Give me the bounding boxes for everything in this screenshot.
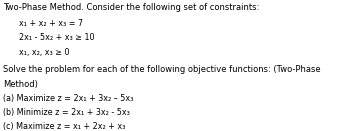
Text: Solve the problem for each of the following objective functions: (Two-Phase: Solve the problem for each of the follow… [3, 66, 321, 75]
Text: 2x₁ - 5x₂ + x₃ ≥ 10: 2x₁ - 5x₂ + x₃ ≥ 10 [19, 33, 95, 42]
Text: x₁ + x₂ + x₃ = 7: x₁ + x₂ + x₃ = 7 [19, 19, 83, 28]
Text: x₁, x₂, x₃ ≥ 0: x₁, x₂, x₃ ≥ 0 [19, 48, 70, 57]
Text: Two-Phase Method. Consider the following set of constraints:: Two-Phase Method. Consider the following… [3, 3, 259, 12]
Text: (c) Maximize z = x₁ + 2x₂ + x₃: (c) Maximize z = x₁ + 2x₂ + x₃ [3, 122, 125, 131]
Text: (b) Minimize z = 2x₁ + 3x₂ - 5x₃: (b) Minimize z = 2x₁ + 3x₂ - 5x₃ [3, 108, 130, 117]
Text: Method): Method) [3, 80, 38, 89]
Text: (a) Maximize z = 2x₁ + 3x₂ – 5x₃: (a) Maximize z = 2x₁ + 3x₂ – 5x₃ [3, 94, 133, 103]
